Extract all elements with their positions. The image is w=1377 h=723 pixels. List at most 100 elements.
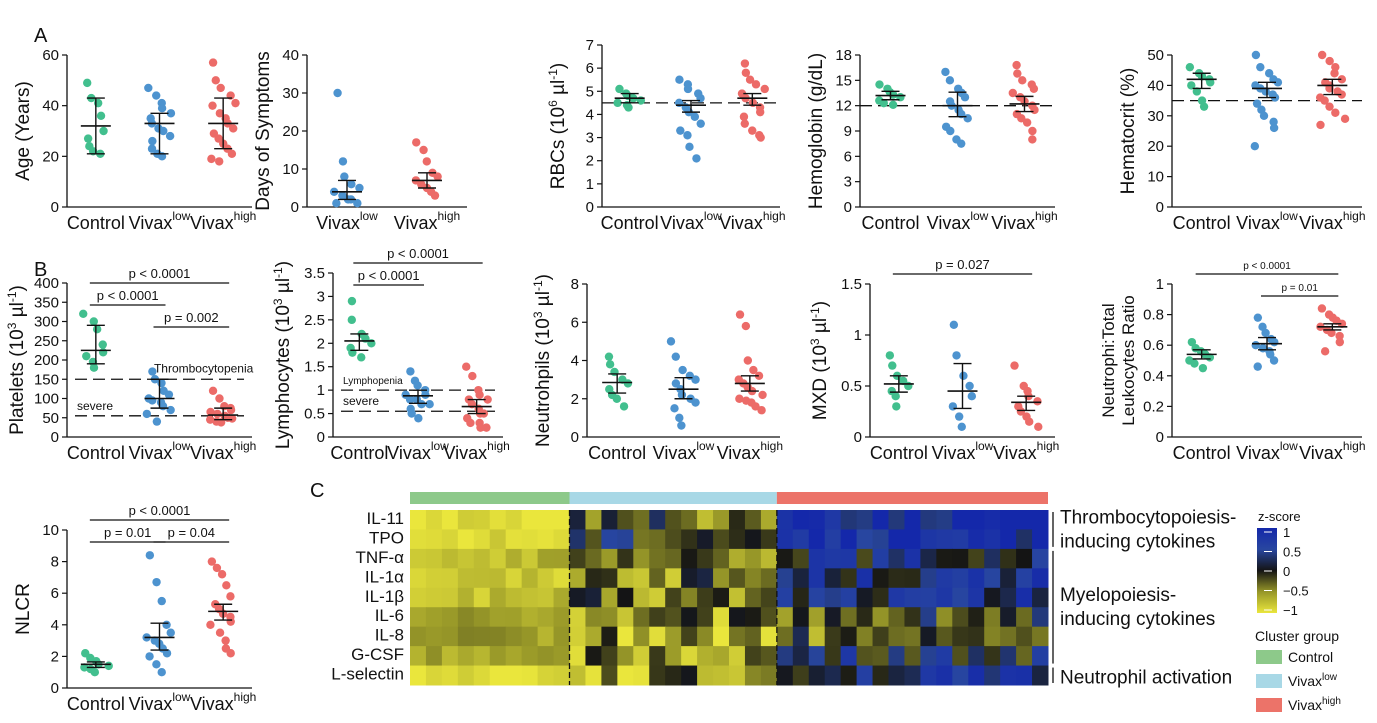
heatmap-cell [697, 587, 714, 608]
y-tick-label: 6 [51, 585, 59, 602]
data-point [1256, 62, 1265, 72]
heatmap-cell [1032, 548, 1049, 569]
heatmap-cell [425, 626, 443, 647]
heatmap-cell [521, 548, 539, 569]
data-point [678, 365, 687, 375]
p-value-label: p < 0.0001 [358, 268, 420, 283]
data-point [483, 395, 492, 404]
p-value-label: p < 0.0001 [97, 288, 159, 303]
heatmap-cell [984, 548, 1001, 569]
heatmap-cell [505, 529, 523, 550]
x-tick-label: Vivaxlow [927, 209, 989, 233]
data-point [207, 154, 216, 164]
heatmap-cell [457, 607, 475, 628]
y-tick-label: 8 [571, 276, 579, 293]
heatmap-cell [984, 665, 1001, 686]
y-tick-label: 0 [1156, 429, 1164, 446]
heatmap-cell [473, 587, 491, 608]
heatmap-cell [617, 607, 634, 628]
heatmap-cell [1032, 529, 1049, 550]
legend-layer: z-score Cluster group 1 0.5 0 −0.5 −1 Control… [1255, 509, 1341, 713]
y-tick-label: 0 [51, 680, 59, 697]
heatmap-cell [808, 607, 826, 628]
heatmap-cell [824, 665, 842, 686]
threshold-label: Lymphopenia [343, 376, 403, 387]
heatmap-cell [888, 568, 905, 589]
heatmap-cell [952, 548, 969, 569]
heatmap-cell [537, 665, 555, 686]
heatmap-cell [1016, 548, 1033, 569]
heatmap-cell [968, 665, 985, 686]
heatmap-cell [569, 529, 586, 550]
heatmap-cell [649, 529, 666, 550]
heatmap-cell [633, 587, 650, 608]
heatmap-cell [744, 646, 762, 667]
data-point [1250, 142, 1260, 151]
heatmap-cell [792, 646, 810, 667]
data-point [347, 315, 356, 325]
heatmap-cell [1000, 646, 1017, 667]
data-point [1253, 313, 1263, 322]
heatmap-cell [888, 665, 905, 686]
cluster-swatch [1256, 650, 1282, 664]
heatmap-cell [872, 510, 889, 530]
heatmap-cell [665, 510, 682, 530]
heatmap-cell [824, 548, 842, 569]
heatmap-cell [1000, 548, 1017, 569]
data-point [670, 404, 679, 413]
heatmap-cell [776, 568, 794, 589]
heatmap-cell [713, 510, 730, 530]
data-point [1206, 78, 1215, 87]
heatmap-cell [457, 646, 475, 667]
data-point [904, 381, 913, 391]
data-point [159, 126, 168, 136]
data-point [462, 362, 471, 371]
data-point [690, 112, 700, 121]
data-point [957, 139, 966, 148]
heatmap-cell [968, 607, 985, 628]
heatmap-cell [824, 646, 842, 667]
heatmap-cell [665, 548, 682, 569]
heatmap-cell [410, 548, 427, 569]
heatmap-cell [952, 607, 969, 628]
heatmap-cell [505, 665, 523, 686]
heatmap-cell [760, 529, 778, 550]
data-point [615, 84, 624, 94]
data-point [604, 352, 614, 361]
x-tick-label: Vivaxlow [653, 439, 715, 463]
heatmap-cell [952, 529, 969, 550]
y-axis-label: Hemoglobin (g/dL) [806, 53, 827, 209]
heatmap-cell [776, 548, 794, 569]
heatmap-cell [729, 568, 746, 589]
data-point [619, 402, 629, 411]
data-point [99, 126, 108, 136]
data-point [89, 363, 99, 372]
cluster-swatch [1256, 698, 1282, 712]
heatmap-cell [569, 626, 586, 647]
data-point [165, 131, 175, 141]
heatmap-layer: IL-11TPOTNF-αIL-1αIL-1βIL-6IL-8G-CSFL-se… [331, 492, 1236, 688]
y-axis-label: Neutrohpils (103 µl-1) [531, 274, 554, 447]
heatmap-cell [840, 529, 858, 550]
heatmap-cell [649, 646, 666, 667]
data-point [677, 390, 687, 400]
data-point [206, 407, 215, 417]
heatmap-cell [617, 568, 634, 589]
data-point [1325, 56, 1334, 66]
y-tick-label: 0 [291, 199, 299, 216]
p-value-label: p = 0.04 [168, 525, 215, 540]
data-point [215, 394, 224, 403]
y-tick-label: 0 [844, 199, 852, 216]
heatmap-cell [425, 568, 443, 589]
data-point [347, 180, 356, 189]
data-point [1198, 363, 1208, 373]
y-tick-label: 40 [1147, 77, 1164, 94]
data-point [421, 390, 430, 400]
heatmap-cell [1016, 587, 1033, 608]
data-point [422, 157, 432, 166]
heatmap-cell [856, 510, 874, 530]
y-axis-label: Days of Symptoms [253, 51, 274, 210]
data-point [1251, 341, 1260, 350]
data-point [1317, 304, 1327, 313]
heatmap-cell [473, 626, 491, 647]
